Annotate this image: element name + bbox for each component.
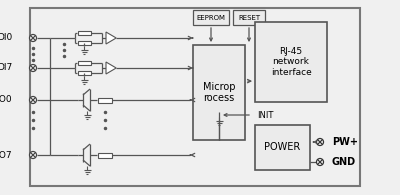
Circle shape [30,35,36,42]
Text: PW+: PW+ [332,137,358,147]
Bar [255,22,327,102]
Bar [193,45,245,140]
Text: POWER: POWER [264,143,301,152]
Bar [30,8,360,186]
Circle shape [30,65,36,72]
Text: INIT: INIT [257,111,273,120]
Circle shape [316,159,324,166]
Polygon shape [106,32,116,44]
Text: Microp
rocess: Microp rocess [203,82,235,103]
Bar [98,152,112,158]
Bar [78,61,90,65]
Text: DO0: DO0 [0,96,12,105]
Text: DI0: DI0 [0,34,12,43]
Bar [78,71,90,75]
Circle shape [30,97,36,104]
Text: EEPROM: EEPROM [196,14,226,20]
Bar [78,41,90,45]
Polygon shape [106,62,116,74]
Text: GND: GND [332,157,356,167]
Bar [233,10,265,25]
Text: RESET: RESET [238,14,260,20]
Circle shape [316,138,324,145]
Bar [78,31,90,35]
Text: DO7: DO7 [0,151,12,160]
Bar [193,10,229,25]
Text: DI7: DI7 [0,64,12,73]
Bar [98,98,112,103]
Text: RJ-45
network
interface: RJ-45 network interface [271,47,311,77]
Bar [255,125,310,170]
Circle shape [30,152,36,159]
